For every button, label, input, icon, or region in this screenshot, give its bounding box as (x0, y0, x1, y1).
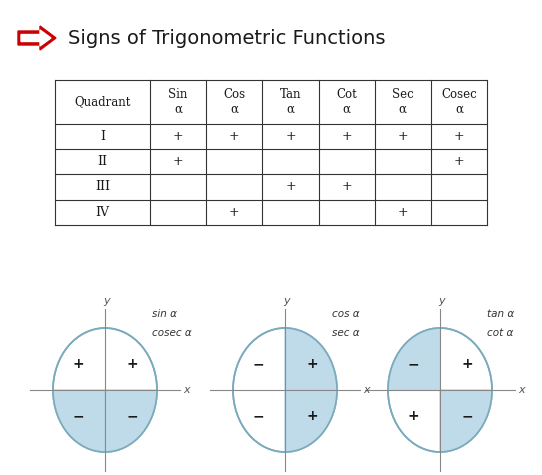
Text: Sec
α: Sec α (392, 88, 414, 116)
Text: tan α: tan α (487, 309, 514, 319)
Text: −: − (461, 409, 473, 423)
Text: y: y (104, 296, 111, 306)
Polygon shape (53, 390, 105, 452)
Text: +: + (285, 130, 296, 142)
Text: +: + (126, 357, 138, 371)
Text: −: − (407, 357, 419, 371)
Text: +: + (397, 206, 408, 219)
Text: x: x (363, 385, 370, 395)
Text: x: x (183, 385, 190, 395)
Text: +: + (341, 180, 352, 193)
Text: +: + (229, 206, 240, 219)
Text: y: y (283, 296, 291, 306)
Text: II: II (98, 155, 107, 168)
Text: +: + (72, 357, 84, 371)
Text: +: + (229, 130, 240, 142)
Text: +: + (306, 409, 318, 423)
Text: Cosec
α: Cosec α (441, 88, 477, 116)
Text: +: + (306, 357, 318, 371)
Text: +: + (461, 357, 473, 371)
Ellipse shape (233, 328, 337, 452)
Text: Tan
α: Tan α (280, 88, 301, 116)
Text: III: III (95, 180, 110, 193)
Polygon shape (285, 390, 337, 452)
Polygon shape (105, 390, 157, 452)
Polygon shape (21, 30, 51, 46)
Text: cosec α: cosec α (152, 328, 191, 338)
Ellipse shape (53, 328, 157, 452)
Text: +: + (285, 180, 296, 193)
Text: I: I (100, 130, 105, 142)
Text: +: + (341, 130, 352, 142)
Text: −: − (126, 409, 138, 423)
Text: +: + (454, 155, 464, 168)
Polygon shape (18, 26, 56, 50)
Text: +: + (407, 409, 419, 423)
Text: y: y (438, 296, 446, 306)
Text: Cot
α: Cot α (336, 88, 357, 116)
Text: sec α: sec α (332, 328, 359, 338)
Text: cos α: cos α (332, 309, 359, 319)
Polygon shape (388, 328, 440, 390)
Text: −: − (252, 409, 264, 423)
Polygon shape (285, 328, 337, 390)
Polygon shape (440, 390, 492, 452)
Text: Sin
α: Sin α (169, 88, 188, 116)
Text: +: + (397, 130, 408, 142)
Text: Cos
α: Cos α (223, 88, 246, 116)
Text: +: + (173, 130, 183, 142)
Text: −: − (252, 357, 264, 371)
Text: cot α: cot α (487, 328, 513, 338)
Text: x: x (518, 385, 525, 395)
Ellipse shape (388, 328, 492, 452)
Text: IV: IV (95, 206, 109, 219)
Text: Quadrant: Quadrant (74, 95, 131, 108)
Text: +: + (173, 155, 183, 168)
Text: sin α: sin α (152, 309, 177, 319)
Text: +: + (454, 130, 464, 142)
Text: Signs of Trigonometric Functions: Signs of Trigonometric Functions (68, 28, 385, 48)
Text: −: − (72, 409, 84, 423)
